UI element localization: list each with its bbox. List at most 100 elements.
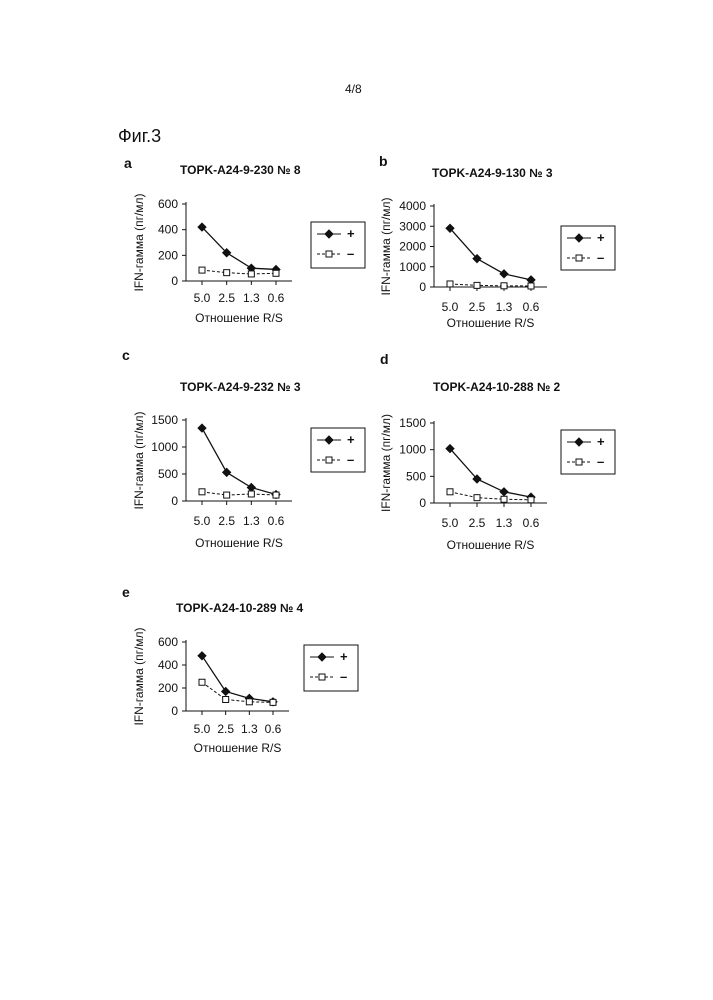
series-line-plus bbox=[202, 227, 276, 269]
chart-title: TOPK-A24-10-289 № 4 bbox=[176, 601, 304, 615]
y-axis-label: IFN-гамма (пг/мл) bbox=[379, 197, 393, 295]
chart-panel-a: aTOPK-A24-9-230 № 802004006005.02.51.30.… bbox=[124, 155, 365, 325]
panel-letter: e bbox=[122, 584, 130, 600]
legend-label: – bbox=[597, 250, 604, 265]
x-tick-label: 5.0 bbox=[442, 300, 459, 314]
data-point-square bbox=[224, 270, 230, 276]
y-tick-label: 0 bbox=[419, 280, 426, 294]
chart-title: TOPK-A24-9-232 № 3 bbox=[180, 380, 301, 394]
data-point-square bbox=[447, 489, 453, 495]
legend-label: + bbox=[347, 432, 355, 447]
y-tick-label: 400 bbox=[158, 223, 178, 237]
data-point-square bbox=[199, 267, 205, 273]
series-line-minus bbox=[202, 270, 276, 274]
y-tick-label: 1000 bbox=[399, 443, 426, 457]
y-tick-label: 400 bbox=[158, 658, 178, 672]
data-point-square bbox=[223, 697, 229, 703]
data-point-square bbox=[447, 281, 453, 287]
legend: +– bbox=[561, 226, 615, 270]
legend: +– bbox=[561, 430, 615, 474]
legend: +– bbox=[304, 645, 358, 691]
data-point-diamond bbox=[500, 488, 508, 496]
data-point-square bbox=[474, 282, 480, 288]
x-axis-label: Отношение R/S bbox=[195, 311, 283, 325]
x-tick-label: 0.6 bbox=[523, 516, 540, 530]
chart-panel-d: dTOPK-A24-10-288 № 20500100015005.02.51.… bbox=[379, 351, 615, 552]
x-tick-label: 0.6 bbox=[265, 722, 282, 736]
legend-box bbox=[561, 430, 615, 474]
legend-box bbox=[304, 645, 358, 691]
data-point-square bbox=[528, 497, 534, 503]
y-tick-label: 0 bbox=[171, 704, 178, 718]
y-tick-label: 1500 bbox=[151, 413, 178, 427]
y-tick-label: 3000 bbox=[399, 219, 426, 233]
x-axis-label: Отношение R/S bbox=[447, 316, 535, 330]
x-tick-label: 5.0 bbox=[442, 516, 459, 530]
y-tick-label: 0 bbox=[171, 274, 178, 288]
y-tick-label: 1000 bbox=[399, 260, 426, 274]
series-line-minus bbox=[202, 682, 273, 702]
x-tick-label: 0.6 bbox=[523, 300, 540, 314]
legend: +– bbox=[311, 428, 365, 472]
legend: +– bbox=[311, 222, 365, 268]
chart-title: TOPK-A24-9-130 № 3 bbox=[432, 166, 553, 180]
series-line-plus bbox=[202, 428, 276, 494]
legend-label: – bbox=[340, 669, 347, 684]
y-tick-label: 4000 bbox=[399, 199, 426, 213]
panel-letter: d bbox=[380, 351, 389, 367]
legend-box bbox=[561, 226, 615, 270]
chart-title: TOPK-A24-10-288 № 2 bbox=[433, 380, 561, 394]
legend-label: – bbox=[347, 452, 354, 467]
data-point-square bbox=[501, 496, 507, 502]
x-tick-label: 2.5 bbox=[469, 516, 486, 530]
x-axis-label: Отношение R/S bbox=[447, 538, 535, 552]
series-line-minus bbox=[450, 284, 531, 286]
y-tick-label: 500 bbox=[158, 467, 178, 481]
y-tick-label: 600 bbox=[158, 197, 178, 211]
legend-label: + bbox=[597, 434, 605, 449]
data-point-square bbox=[248, 271, 254, 277]
x-tick-label: 1.3 bbox=[243, 514, 260, 528]
x-tick-label: 1.3 bbox=[496, 516, 513, 530]
series-line-minus bbox=[450, 492, 531, 500]
data-point-square bbox=[273, 492, 279, 498]
data-point-square bbox=[246, 699, 252, 705]
data-point-diamond bbox=[198, 652, 206, 660]
data-point-square bbox=[273, 270, 279, 276]
y-axis-label: IFN-гамма (пг/мл) bbox=[132, 627, 146, 725]
panel-letter: b bbox=[379, 153, 388, 169]
legend-label: + bbox=[347, 226, 355, 241]
y-axis-label: IFN-гамма (пг/мл) bbox=[132, 193, 146, 291]
data-point-square bbox=[270, 699, 276, 705]
data-point-diamond bbox=[247, 484, 255, 492]
x-tick-label: 2.5 bbox=[217, 722, 234, 736]
series-line-plus bbox=[450, 228, 531, 280]
legend-marker-square bbox=[326, 251, 332, 257]
panel-letter: a bbox=[124, 155, 132, 171]
chart-panel-b: b TOPK-A24-9-130 № 3 0 1000 2000 3000 4000 5.0 2… bbox=[379, 153, 615, 330]
legend-marker-square bbox=[326, 457, 332, 463]
y-axis-label: IFN-гамма (пг/мл) bbox=[132, 411, 146, 509]
y-tick-label: 1500 bbox=[399, 416, 426, 430]
data-point-square bbox=[224, 492, 230, 498]
x-tick-label: 2.5 bbox=[218, 291, 235, 305]
x-tick-label: 2.5 bbox=[218, 514, 235, 528]
x-tick-label: 1.3 bbox=[241, 722, 258, 736]
data-point-square bbox=[199, 489, 205, 495]
legend-label: – bbox=[347, 246, 354, 261]
chart-panel-e: eTOPK-A24-10-289 № 402004006005.02.51.30… bbox=[122, 584, 358, 755]
x-axis-label: Отношение R/S bbox=[194, 741, 282, 755]
x-tick-label: 2.5 bbox=[469, 300, 486, 314]
legend-label: + bbox=[597, 230, 605, 245]
y-tick-label: 500 bbox=[406, 469, 426, 483]
x-tick-label: 5.0 bbox=[194, 722, 211, 736]
data-point-square bbox=[528, 283, 534, 289]
panel-letter: c bbox=[122, 347, 130, 363]
data-point-diamond bbox=[198, 424, 206, 432]
legend-box bbox=[311, 428, 365, 472]
y-tick-label: 2000 bbox=[399, 240, 426, 254]
legend-label: + bbox=[340, 649, 348, 664]
y-tick-label: 1000 bbox=[151, 440, 178, 454]
data-point-diamond bbox=[222, 687, 230, 695]
